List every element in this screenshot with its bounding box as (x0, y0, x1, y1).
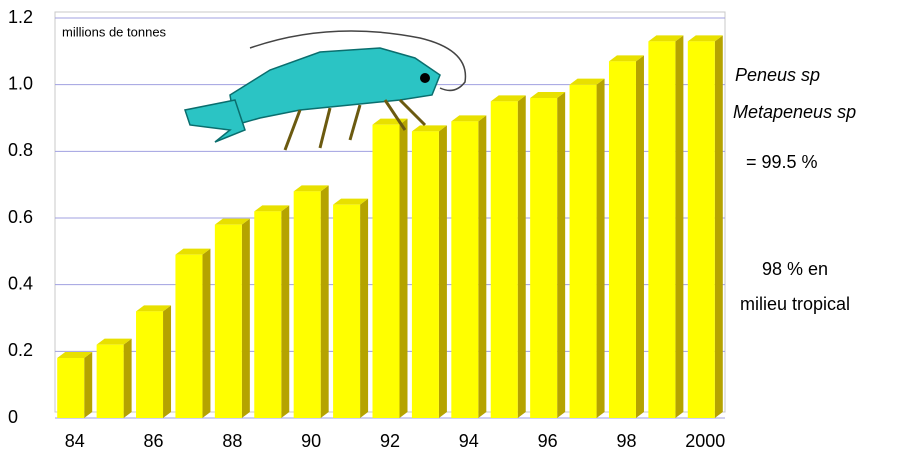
x-tick-label: 2000 (685, 431, 725, 451)
bar-side (281, 205, 290, 418)
bar (687, 41, 715, 418)
bar-side (596, 78, 605, 419)
bar-top (687, 35, 723, 42)
x-tick-label: 96 (538, 431, 558, 451)
bar-side (438, 125, 447, 418)
bar-top (214, 218, 250, 225)
y-tick-label: 0.2 (8, 340, 33, 360)
bar-top (175, 248, 211, 255)
bar-top (333, 198, 369, 205)
x-tick-label: 88 (222, 431, 242, 451)
bar-top (569, 78, 605, 85)
tropical-label: milieu tropical (740, 294, 850, 314)
bar-side (202, 248, 211, 418)
bar (451, 121, 479, 418)
bar (530, 98, 558, 418)
bar-side (517, 95, 526, 418)
bar-top (490, 95, 526, 102)
unit-note: millions de tonnes (62, 24, 167, 39)
bar-top (530, 92, 566, 98)
y-tick-label: 1.2 (8, 7, 33, 27)
bar-top (451, 115, 487, 122)
bar-side (557, 92, 566, 418)
species-label: Peneus sp (735, 65, 820, 85)
bar (569, 84, 597, 419)
y-tick-label: 0.4 (8, 273, 33, 293)
plot: 0 0.2 0.4 0.6 0.8 1.0 1.2 84 86 88 90 92 94 96 98 2000 (8, 7, 725, 451)
bar-side (399, 118, 408, 419)
y-tick-label: 0 (8, 407, 18, 427)
x-tick-label: 90 (301, 431, 321, 451)
tropical-label: 98 % en (762, 259, 828, 279)
y-tick-label: 1.0 (8, 73, 33, 93)
bar-side (360, 198, 369, 418)
bar (608, 61, 636, 418)
bar-top (411, 125, 447, 132)
bar (96, 344, 124, 418)
x-tick-label: 86 (144, 431, 164, 451)
bar-top (608, 55, 644, 62)
share-label: = 99.5 % (746, 152, 818, 172)
x-tick-label: 94 (459, 431, 479, 451)
bar (333, 204, 361, 418)
species-label: Metapeneus sp (733, 102, 856, 122)
bar (254, 211, 282, 418)
bar (372, 124, 400, 419)
bar (648, 41, 676, 418)
x-tick-label: 92 (380, 431, 400, 451)
bar-top (648, 35, 684, 42)
bar-side (635, 55, 644, 418)
x-tick-label: 84 (65, 431, 85, 451)
bar (490, 101, 518, 418)
bar-top (57, 352, 93, 358)
bar-side (714, 35, 723, 418)
bar-top (254, 205, 290, 212)
bar-side (123, 338, 132, 418)
bar-side (320, 185, 329, 418)
bar (136, 311, 164, 418)
bar-side (84, 352, 93, 418)
bar (175, 254, 203, 418)
shrimp-illustration (184, 30, 467, 151)
bar (293, 191, 321, 418)
bar-side (675, 35, 684, 418)
bar (214, 224, 242, 418)
bar-side (478, 115, 487, 418)
bar-side (163, 305, 172, 418)
bar-top (293, 185, 329, 192)
bar (411, 131, 439, 419)
bar (57, 358, 85, 418)
y-tick-label: 0.8 (8, 140, 33, 160)
bar-side (241, 218, 250, 418)
x-tick-label: 98 (616, 431, 636, 451)
bar-top (96, 338, 132, 345)
y-tick-label: 0.6 (8, 207, 33, 227)
bar-top (136, 305, 172, 312)
